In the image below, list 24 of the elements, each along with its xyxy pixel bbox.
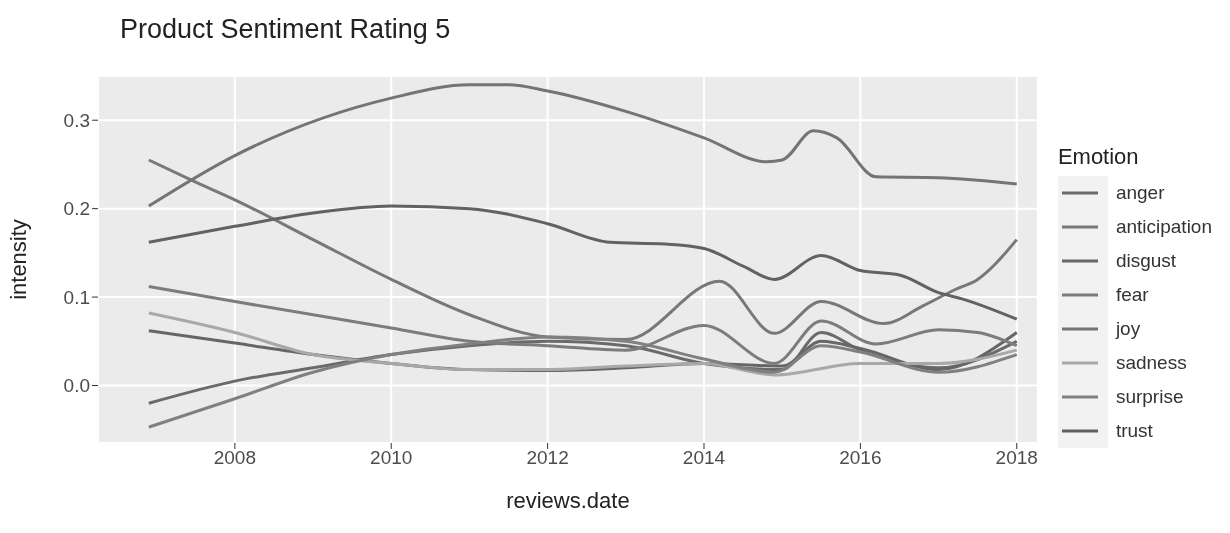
legend-label: anger bbox=[1115, 181, 1165, 204]
legend-label: fear bbox=[1115, 283, 1149, 306]
x-tick-label: 2016 bbox=[839, 447, 882, 469]
y-tick-label: 0.3 bbox=[63, 109, 90, 131]
legend-label: trust bbox=[1115, 419, 1153, 442]
x-axis-title: reviews.date bbox=[506, 488, 630, 513]
legend-title: Emotion bbox=[1057, 143, 1140, 170]
y-tick-label: 0.1 bbox=[63, 286, 90, 308]
x-tick-label: 2010 bbox=[370, 447, 413, 469]
x-tick-label: 2014 bbox=[682, 447, 726, 469]
line-series bbox=[147, 204, 1019, 321]
x-tick-label: 2012 bbox=[526, 447, 569, 469]
x-tick-label: 2018 bbox=[995, 447, 1038, 469]
legend-label: anticipation bbox=[1115, 215, 1212, 238]
legend-label: disgust bbox=[1115, 249, 1177, 272]
legend-label: sadness bbox=[1115, 351, 1187, 374]
x-tick-label: 2008 bbox=[213, 447, 256, 469]
legend-label: joy bbox=[1115, 317, 1141, 340]
y-tick-label: 0.2 bbox=[63, 198, 90, 220]
chart-title: Product Sentiment Rating 5 bbox=[120, 14, 451, 45]
y-tick-label: 0.0 bbox=[63, 375, 90, 397]
line-series bbox=[147, 311, 1019, 377]
y-axis-title: intensity bbox=[5, 219, 31, 300]
legend-label: surprise bbox=[1115, 385, 1184, 408]
